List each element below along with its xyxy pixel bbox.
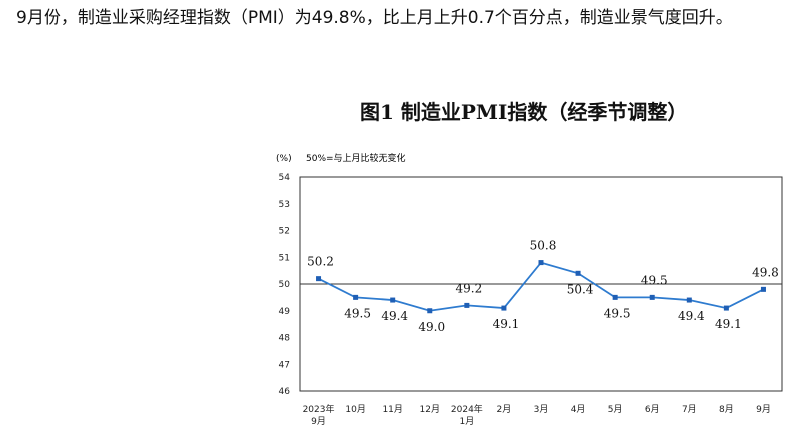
data-point — [612, 294, 618, 300]
x-tick-label: 6月 — [645, 404, 660, 415]
data-point — [353, 294, 359, 300]
y-tick-label: 48 — [279, 334, 291, 344]
data-label: 49.8 — [752, 265, 779, 279]
x-tick-label: 7月 — [682, 404, 697, 415]
pmi-series-line — [318, 261, 764, 312]
data-point — [686, 297, 692, 303]
data-point — [538, 260, 544, 266]
data-label: 50.4 — [567, 282, 594, 296]
y-tick-label: 54 — [279, 173, 291, 183]
data-point — [649, 294, 655, 300]
chart-title: 图1 制造业PMI指数（经季节调整） — [360, 100, 688, 124]
data-label: 49.2 — [455, 281, 482, 295]
data-point — [427, 308, 433, 314]
y-tick-label: 52 — [279, 227, 290, 237]
x-tick-label: 9月 — [756, 404, 771, 415]
data-label: 49.5 — [344, 306, 371, 320]
data-label: 49.5 — [604, 306, 631, 320]
data-point — [575, 270, 581, 276]
data-label: 49.0 — [418, 320, 445, 334]
x-tick-label: 2024年 1月 — [451, 403, 483, 427]
data-label: 49.5 — [641, 273, 668, 287]
data-point — [501, 305, 507, 311]
x-tick-label: 4月 — [571, 404, 586, 415]
y-tick-label: 47 — [279, 360, 290, 370]
data-point — [316, 276, 322, 282]
baseline-note: 50%=与上月比较无变化 — [306, 152, 406, 164]
y-tick-label: 51 — [279, 253, 290, 263]
data-label: 49.1 — [493, 317, 520, 331]
data-label: 50.2 — [307, 255, 334, 269]
data-point — [390, 297, 396, 303]
data-point — [723, 305, 729, 311]
x-tick-label: 8月 — [719, 404, 734, 415]
data-point — [760, 286, 766, 292]
x-tick-label: 2023年 9月 — [303, 403, 335, 427]
y-tick-label: 49 — [279, 307, 291, 317]
data-point — [464, 302, 470, 308]
x-tick-label: 5月 — [608, 404, 623, 415]
intro-text: 9月份，制造业采购经理指数（PMI）为49.8%，比上月上升0.7个百分点，制造… — [16, 8, 733, 28]
x-tick-label: 3月 — [534, 404, 549, 415]
x-tick-label: 2月 — [497, 404, 512, 415]
unit-label: (%) — [276, 154, 292, 164]
data-label: 49.4 — [381, 309, 408, 323]
data-label: 49.1 — [715, 317, 742, 331]
y-tick-label: 46 — [279, 387, 291, 397]
x-tick-label: 10月 — [345, 404, 365, 415]
x-tick-label: 12月 — [420, 404, 440, 415]
y-tick-label: 50 — [279, 280, 291, 290]
data-label: 49.4 — [678, 309, 705, 323]
x-tick-label: 11月 — [382, 404, 402, 415]
data-label: 50.8 — [530, 239, 557, 253]
y-tick-label: 53 — [279, 200, 290, 210]
